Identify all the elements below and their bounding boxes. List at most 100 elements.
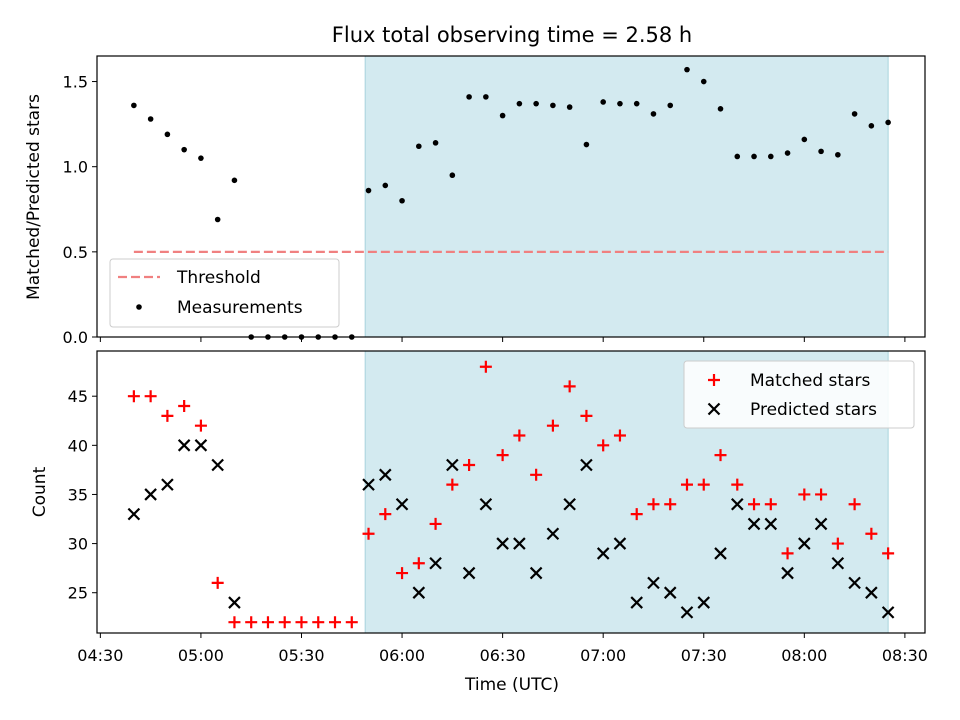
predicted-star-point — [379, 468, 392, 482]
predicted-star-point — [395, 498, 409, 511]
measurement-point — [365, 187, 372, 194]
matched-star-point — [647, 498, 660, 511]
predicted-star-point — [730, 498, 744, 511]
bottom-xtick-label: 05:30 — [278, 646, 324, 665]
top-legend — [109, 258, 340, 328]
matched-star-point — [362, 527, 375, 540]
measurement-point — [851, 111, 858, 117]
bottom-ytick-label: 30 — [68, 535, 88, 554]
measurement-point — [885, 119, 891, 126]
matched-star-point — [530, 468, 543, 481]
predicted-star-point — [563, 498, 576, 511]
predicted-star-point — [580, 458, 593, 472]
x-axis-label: Time (UTC) — [464, 675, 559, 695]
legend-predicted-label: Predicted stars — [750, 400, 877, 420]
matched-star-point — [178, 400, 191, 413]
measurement-point — [751, 153, 757, 160]
measurement-point — [667, 102, 674, 109]
legend-matched-swatch — [708, 374, 720, 386]
predicted-star-point — [211, 458, 224, 472]
legend-measurements-label: Measurements — [177, 298, 303, 318]
predicted-star-point — [781, 566, 794, 580]
measurement-point — [231, 177, 238, 184]
predicted-star-point — [680, 606, 694, 619]
matched-star-point — [630, 508, 643, 521]
measurement-point — [164, 131, 171, 138]
bottom-ytick-label: 45 — [68, 387, 88, 406]
matched-star-point — [245, 616, 258, 629]
matched-star-point — [345, 616, 358, 629]
bottom-ytick-label: 35 — [68, 485, 88, 504]
matched-star-point — [563, 380, 576, 393]
matched-star-point — [831, 537, 844, 550]
measurement-point — [181, 146, 187, 153]
matched-star-point — [329, 616, 342, 629]
matched-star-point — [312, 616, 325, 629]
predicted-star-point — [865, 586, 878, 599]
measurement-point — [533, 100, 539, 107]
measurement-point — [516, 100, 523, 107]
top-ylabel: Matched/Predicted stars — [24, 94, 44, 300]
chart-title: Flux total observing time = 2.58 h — [332, 23, 692, 47]
bottom-xtick-label: 05:00 — [178, 646, 224, 665]
measurement-point — [416, 143, 422, 150]
matched-star-point — [496, 449, 509, 462]
matched-star-point — [261, 616, 274, 629]
predicted-star-point — [228, 596, 241, 609]
bottom-xtick-label: 07:30 — [681, 646, 727, 665]
bottom-xtick-label: 04:30 — [77, 646, 123, 665]
measurement-point — [835, 151, 841, 158]
matched-star-point — [748, 498, 761, 511]
matched-star-point — [446, 478, 459, 491]
measurement-point — [650, 111, 657, 117]
measurement-point — [684, 66, 690, 73]
legend-measurements-swatch — [136, 304, 142, 310]
bottom-ytick-label: 25 — [68, 584, 88, 603]
predicted-star-point — [479, 498, 493, 511]
bottom-xtick-label: 06:00 — [379, 646, 425, 665]
matched-star-point — [848, 498, 861, 511]
matched-star-point — [714, 449, 727, 462]
predicted-star-point — [446, 458, 459, 472]
measurement-point — [449, 172, 456, 179]
measurement-point — [147, 116, 154, 122]
predicted-star-point — [613, 537, 627, 550]
bottom-xtick-label: 08:00 — [781, 646, 827, 665]
matched-star-point — [731, 478, 744, 491]
matched-star-point — [161, 409, 174, 422]
top-panel: 0.0 0.5 1.0 1.5 Threshold Measurements — [63, 55, 926, 347]
matched-star-point — [396, 567, 409, 580]
matched-star-point — [479, 360, 492, 373]
measurement-point — [868, 123, 875, 129]
measurement-point — [583, 141, 590, 148]
bottom-xtick-label: 08:30 — [882, 646, 928, 665]
matched-star-point — [680, 478, 693, 491]
measurement-point — [499, 112, 506, 119]
top-ytick-label: 1.0 — [63, 158, 88, 177]
top-ytick-label: 0.5 — [63, 243, 88, 262]
legend-matched-label: Matched stars — [750, 371, 870, 391]
measurement-point — [617, 100, 623, 107]
measurement-point — [131, 102, 137, 109]
measurement-point — [734, 153, 741, 160]
top-ytick-label: 0.0 — [63, 328, 88, 347]
measurement-point — [767, 153, 774, 160]
bottom-legend — [683, 360, 915, 429]
matched-star-point — [613, 429, 626, 442]
matched-star-point — [664, 498, 677, 511]
predicted-star-point — [814, 517, 828, 531]
measurement-point — [198, 155, 204, 161]
legend-threshold-label: Threshold — [176, 268, 261, 288]
matched-star-point — [463, 458, 476, 471]
predicted-star-point — [529, 566, 543, 580]
measurement-point — [483, 94, 489, 100]
measurement-point — [566, 104, 573, 110]
matched-star-point — [580, 409, 593, 422]
predicted-star-point — [596, 547, 610, 560]
predicted-star-point — [747, 517, 761, 531]
matched-star-point — [513, 429, 526, 442]
predicted-star-point — [697, 596, 711, 609]
matched-star-point — [144, 390, 157, 403]
legend-predicted-swatch — [707, 402, 721, 416]
matched-star-point — [211, 576, 224, 589]
